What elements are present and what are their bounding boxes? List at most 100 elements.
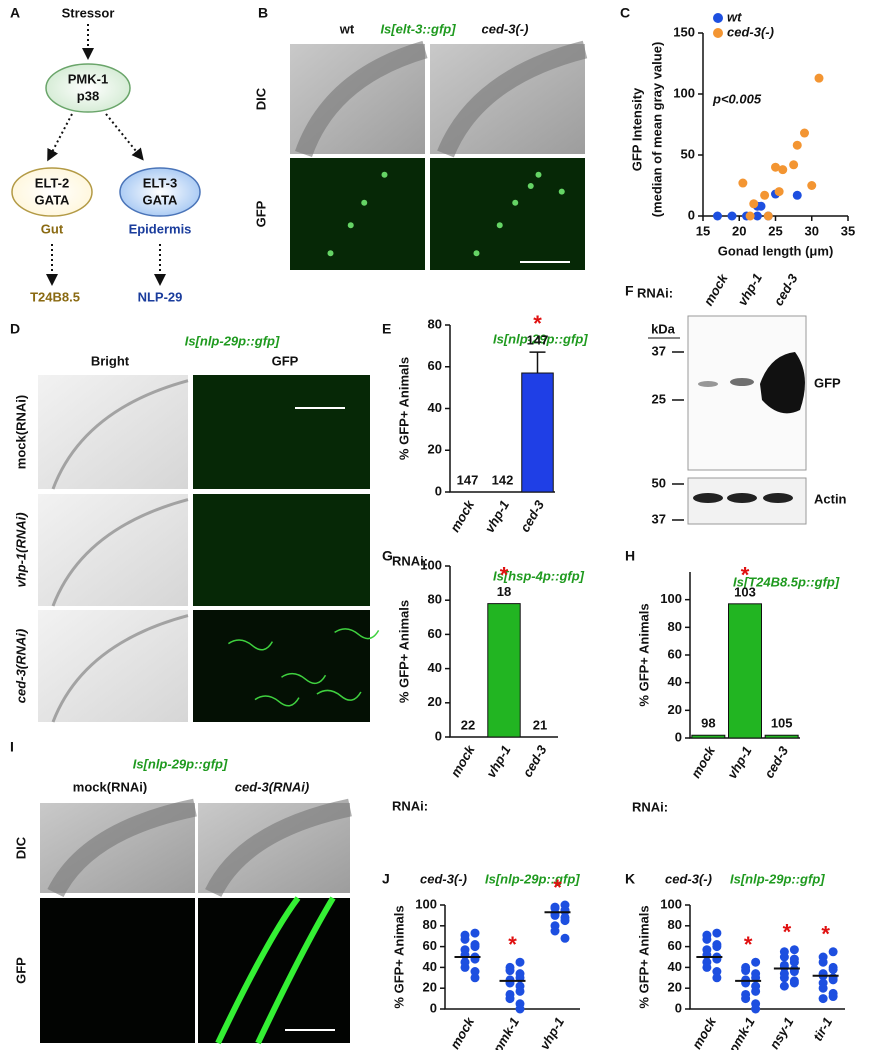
point (763, 211, 773, 221)
y-tick-label: 20 (428, 442, 442, 457)
panel-label: H (625, 548, 635, 564)
n-label: 142 (492, 472, 514, 487)
point (818, 957, 828, 967)
y-tick-label: 100 (660, 591, 682, 606)
row-label: vhp-1(RNAi) (13, 512, 28, 587)
blot-marker: 25 (652, 391, 666, 406)
y-tick-label: 50 (681, 146, 695, 161)
worm-outline (47, 798, 197, 898)
point (550, 926, 560, 936)
error-bar (529, 351, 546, 374)
significance: * (821, 922, 830, 947)
x-tick-label: mock (689, 1014, 719, 1050)
legend-label: wt (727, 9, 742, 24)
x-tick-label: mock (447, 497, 477, 535)
gfp-nucleus (347, 222, 354, 229)
y-tick-label: 40 (668, 674, 682, 689)
micrograph-title: Is[nlp-29p::gfp] (185, 333, 280, 348)
y-axis-label: % GFP+ Animals (636, 603, 651, 706)
worm-outline (437, 40, 588, 158)
point (789, 957, 799, 967)
y-tick-label: 80 (428, 316, 442, 331)
y-tick-label: 60 (428, 358, 442, 373)
point (515, 957, 525, 967)
x-axis-label: RNAi: (392, 553, 428, 568)
significance: * (533, 311, 542, 336)
y-tick-label: 40 (423, 959, 437, 974)
y-tick-label: 20 (668, 702, 682, 717)
x-tick-label: 35 (841, 223, 855, 238)
diagram-node-label: GATA (143, 192, 179, 207)
x-tick-label: pmk-1 (725, 1015, 758, 1050)
point (741, 966, 751, 976)
x-tick-label: 15 (696, 223, 710, 238)
y-axis-label: GFP Intensity (629, 87, 644, 171)
x-tick-label: ced-3 (520, 742, 550, 780)
micrograph-image (193, 494, 370, 606)
point (470, 942, 480, 952)
blot-band (727, 493, 757, 503)
worm-outline (51, 379, 189, 490)
n-label: 21 (533, 717, 547, 732)
x-tick-label: 30 (805, 223, 819, 238)
panel-label: A (10, 5, 20, 21)
diagram-node-label: p38 (77, 88, 99, 103)
y-tick-label: 0 (688, 207, 695, 222)
diagram-arrows (11, 24, 201, 286)
point (751, 1004, 761, 1014)
blot-unit: kDa (651, 321, 676, 336)
micrograph-image (430, 158, 585, 270)
legend-marker (713, 13, 723, 23)
chart-title-prefix: ced-3(-) (420, 871, 467, 886)
gfp-nucleus (361, 199, 368, 206)
blot-lane: mock (701, 271, 731, 309)
blot-marker: 37 (652, 511, 666, 526)
significance: * (783, 920, 792, 945)
bar (487, 603, 521, 738)
point (470, 954, 480, 964)
gfp-worm (281, 672, 327, 685)
column-header: ced-3(-) (482, 21, 529, 36)
significance: * (500, 562, 509, 587)
panel-label: C (620, 5, 630, 21)
point (745, 211, 755, 221)
panel-label: E (382, 321, 391, 337)
y-tick-label: 40 (428, 400, 442, 415)
diagram-node-label: NLP-29 (138, 289, 183, 304)
y-tick-label: 60 (423, 938, 437, 953)
point (712, 928, 722, 938)
diagram-node-label: GATA (35, 192, 71, 207)
y-tick-label: 60 (428, 626, 442, 641)
micrograph-title: Is[nlp-29p::gfp] (133, 756, 228, 771)
micrograph-image (40, 898, 195, 1043)
y-tick-label: 80 (668, 917, 682, 932)
point (741, 978, 751, 988)
x-tick-label: mock (448, 742, 478, 780)
bar (521, 372, 554, 493)
y-tick-label: 60 (668, 938, 682, 953)
n-label: 98 (701, 716, 715, 731)
point (505, 994, 515, 1004)
point (713, 211, 722, 221)
point (789, 160, 799, 170)
y-axis-label: % GFP+ Animals (396, 600, 411, 703)
x-tick-label: mock (447, 1014, 477, 1050)
row-label: DIC (13, 836, 28, 859)
row-label: mock(RNAi) (13, 395, 28, 469)
y-axis-label: % GFP+ Animals (391, 905, 406, 1008)
point (460, 934, 470, 944)
blot-marker: 50 (652, 475, 666, 490)
gfp-band (215, 896, 301, 1045)
legend-marker (713, 28, 723, 38)
point (712, 973, 722, 983)
point (800, 128, 809, 138)
blot-band-label: Actin (814, 491, 847, 506)
gfp-nucleus (381, 171, 388, 178)
bar (728, 603, 762, 739)
diagram-node-label: Epidermis (129, 221, 192, 236)
micrograph-image (198, 898, 350, 1043)
y-tick-label: 20 (428, 694, 442, 709)
panel-label: K (625, 871, 635, 887)
point (818, 983, 828, 993)
legend-label: ced-3(-) (727, 24, 774, 39)
